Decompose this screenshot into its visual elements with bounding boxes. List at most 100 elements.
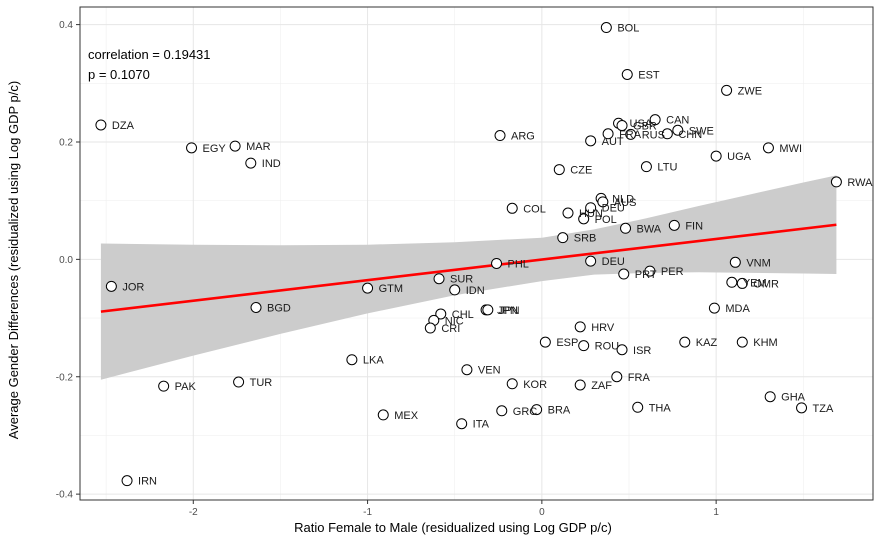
data-point-bwa [620, 222, 632, 234]
point-label-uga: UGA [727, 151, 752, 163]
point-label-ven: VEN [478, 365, 501, 377]
point-label-gtm: GTM [379, 283, 403, 295]
point-label-prt: PRT [635, 269, 657, 281]
data-point-grc [496, 405, 508, 417]
point-label-mwi: MWI [779, 143, 802, 155]
point-label-jpn: JPN [497, 305, 518, 317]
point-label-deu: DEU [602, 256, 625, 268]
data-point-pol [578, 213, 590, 225]
point-label-kaz: KAZ [696, 337, 718, 349]
point-label-est: EST [638, 69, 660, 81]
point-label-esp: ESP [556, 337, 578, 349]
point-label-mar: MAR [246, 141, 271, 153]
point-label-egy: EGY [203, 143, 227, 155]
data-point-uga [710, 150, 722, 162]
data-point-fra [611, 371, 623, 383]
data-point-gbr [616, 120, 628, 132]
data-point-bra [531, 404, 543, 416]
data-point-zaf [574, 379, 586, 391]
axes: -2 -1 0 1 -0.4 -0.2 0.0 0.2 0.4 [56, 20, 720, 518]
point-label-irn: IRN [138, 476, 157, 488]
data-point-lka [346, 354, 358, 366]
data-point-omr [736, 277, 748, 289]
point-label-cri: CRI [441, 323, 460, 335]
data-point-phl [491, 257, 503, 269]
data-point-rou [578, 340, 590, 352]
data-point-aus [597, 196, 609, 208]
point-label-srb: SRB [574, 233, 597, 245]
data-point-kor [506, 378, 518, 390]
point-label-gbr: GBR [633, 121, 657, 133]
data-point-dza [95, 119, 107, 131]
point-label-bgd: BGD [267, 302, 291, 314]
data-point-khm [736, 336, 748, 348]
point-label-tha: THA [649, 402, 672, 414]
point-label-khm: KHM [753, 337, 777, 349]
point-label-mex: MEX [394, 410, 419, 422]
confidence-band-group [100, 175, 837, 380]
point-label-nic: NIC [445, 315, 464, 327]
point-label-vnm: VNM [746, 257, 770, 269]
point-label-sur: SUR [450, 274, 473, 286]
data-point-cze [553, 164, 565, 176]
data-point-tza [796, 402, 808, 414]
data-point-rwa [830, 176, 842, 188]
data-point-tha [632, 401, 644, 413]
point-label-tza: TZA [813, 403, 834, 415]
y-tick-label: -0.2 [56, 372, 74, 383]
data-point-cri [424, 322, 436, 334]
data-point-aut [585, 135, 597, 147]
data-point-vnm [729, 256, 741, 268]
point-label-ita: ITA [473, 419, 490, 431]
point-label-yem: YEM [743, 277, 767, 289]
data-point-esp [539, 336, 551, 348]
data-point-per [644, 265, 656, 277]
point-label-bra: BRA [548, 405, 571, 417]
correlation-annotation: correlation = 0.19431 [88, 47, 211, 62]
x-tick-label: 1 [713, 507, 719, 518]
point-label-fra: FRA [619, 129, 642, 141]
point-label-ltu: LTU [657, 162, 677, 174]
data-point-sur [433, 273, 445, 285]
confidence-band [100, 175, 837, 380]
point-label-ind: IND [262, 158, 281, 170]
x-axis-title: Ratio Female to Male (residualized using… [294, 520, 612, 535]
point-label-zaf: ZAF [591, 380, 612, 392]
point-label-fin: FIN [685, 220, 703, 232]
point-label-mda: MDA [725, 303, 750, 315]
data-point-mwi [762, 142, 774, 154]
data-point-egy [186, 142, 198, 154]
y-axis-title: Average Gender Differences (residualized… [6, 81, 21, 439]
data-point-deu [585, 202, 597, 214]
point-label-col: COL [523, 203, 546, 215]
x-tick-label: 0 [539, 507, 545, 518]
point-label-cze: CZE [570, 165, 592, 177]
point-label-aut: AUT [602, 136, 624, 148]
point-label-swe: SWE [689, 125, 714, 137]
data-point-bgd [250, 301, 262, 313]
y-tick-label: 0.4 [59, 20, 73, 31]
data-point-idn [449, 284, 461, 296]
point-label-chl: CHL [452, 309, 474, 321]
point-label-lka: LKA [363, 355, 384, 367]
point-label-jor: JOR [122, 281, 144, 293]
y-tick-label: 0.0 [59, 255, 73, 266]
data-point-isr [616, 344, 628, 356]
data-point-fin [668, 219, 680, 231]
data-point-deu [585, 255, 597, 267]
point-label-hun: HUN [579, 208, 603, 220]
regression-line [100, 223, 837, 313]
y-tick-label: 0.2 [59, 137, 73, 148]
point-label-dza: DZA [112, 120, 135, 132]
data-point-jor [105, 280, 117, 292]
regression-line-group [100, 223, 837, 313]
point-label-fra: FRA [628, 372, 651, 384]
point-label-gha: GHA [781, 392, 806, 404]
data-point-ind [245, 157, 257, 169]
point-label-chn: CHN [678, 129, 702, 141]
data-point-yem [726, 276, 738, 288]
data-point-gtm [362, 282, 374, 294]
data-point-hun [562, 207, 574, 219]
point-label-bwa: BWA [637, 223, 662, 235]
